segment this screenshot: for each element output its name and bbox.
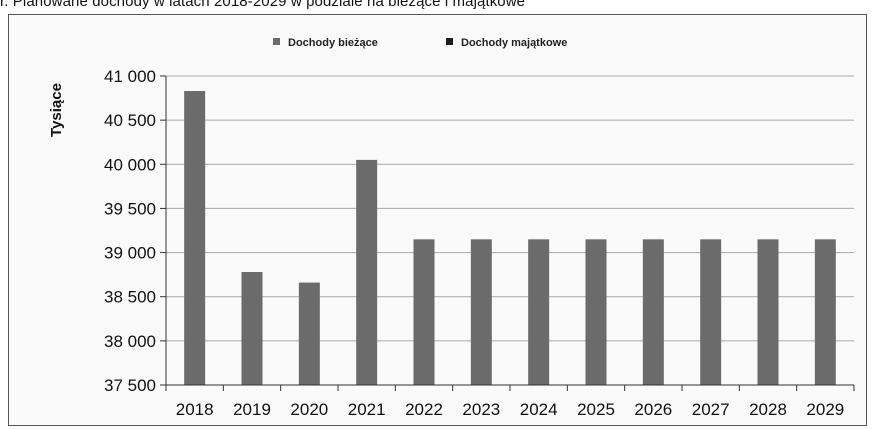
x-tick-label: 2021 [348,400,386,419]
bar-dochody-biezace [413,239,435,385]
bar-dochody-biezace [700,239,722,385]
x-tick-label: 2024 [520,400,558,419]
bar-dochody-biezace [757,239,779,385]
y-tick-label: 41 000 [104,67,156,86]
x-tick-label: 2028 [749,400,787,419]
x-tick-label: 2023 [462,400,500,419]
x-tick-label: 2020 [290,400,328,419]
x-tick-label: 2026 [634,400,672,419]
x-axis-ticks: 2018 2019 2020 2021 2022 2023 2024 2025 2026 2027… [165,385,855,419]
x-tick-label: 2029 [806,400,844,419]
y-axis-label: Tysiące [48,83,65,137]
bar-dochody-biezace [585,239,607,385]
y-tick-label: 38 000 [104,332,156,351]
y-axis-ticks: 37 500 38 000 38 500 39 000 39 500 40 000 40 5… [104,67,166,395]
bar-dochody-biezace [356,159,378,385]
legend-label: Dochody bieżące [288,37,378,49]
legend-swatch [273,38,280,45]
y-tick-label: 39 500 [104,199,156,218]
legend-label: Dochody majątkowe [461,37,567,49]
bars [184,91,836,385]
bar-chart: Dochody bieżące Dochody majątkowe 37 5003… [48,37,855,419]
legend-swatch [446,38,453,45]
x-tick-label: 2018 [176,400,214,419]
bar-dochody-biezace [470,239,492,385]
bar-dochody-biezace [642,239,664,385]
x-tick-label: 2019 [233,400,271,419]
y-tick-label: 40 000 [104,155,156,174]
figure-caption: r. Planowane dochody w latach 2018-2029 … [0,0,526,10]
chart-frame: Dochody bieżące Dochody majątkowe 37 500 3… [8,14,867,426]
x-tick-label: 2022 [405,400,443,419]
bar-dochody-biezace [814,239,836,385]
y-tick-label: 40 500 [104,111,156,130]
y-tick-label: 37 500 [104,376,156,395]
gridlines [166,75,854,386]
bar-dochody-biezace [241,271,263,385]
y-tick-label: 39 000 [104,244,156,263]
y-tick-label: 38 500 [104,288,156,307]
bar-dochody-biezace [528,239,550,385]
legend: Dochody bieżące Dochody majątkowe [273,37,567,49]
x-tick-label: 2027 [692,400,730,419]
axes [165,76,854,386]
bar-dochody-biezace [184,91,206,385]
bar-dochody-biezace [298,282,320,385]
x-tick-label: 2025 [577,400,615,419]
